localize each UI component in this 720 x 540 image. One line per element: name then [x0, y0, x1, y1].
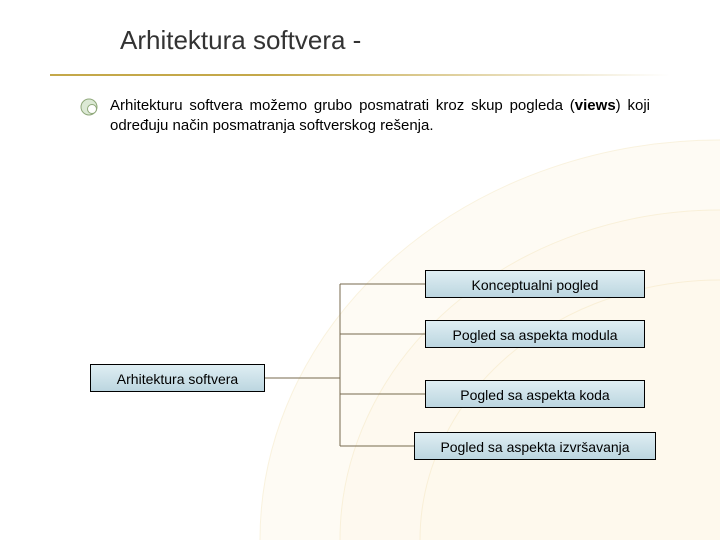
diagram-child-node-1: Pogled sa aspekta modula	[425, 320, 645, 348]
diagram-child-node-2: Pogled sa aspekta koda	[425, 380, 645, 408]
body-pre: Arhitekturu softvera možemo grubo posmat…	[110, 97, 575, 114]
diagram-root-node: Arhitektura softvera	[90, 364, 265, 392]
body-bold: views	[575, 97, 616, 114]
body-text: Arhitekturu softvera možemo grubo posmat…	[110, 96, 650, 137]
title-underline	[50, 74, 670, 76]
bullet-row: Arhitekturu softvera možemo grubo posmat…	[80, 96, 650, 137]
slide-title: Arhitektura softvera -	[120, 25, 670, 56]
diagram-child-node-0: Konceptualni pogled	[425, 270, 645, 298]
slide: Arhitektura softvera - Arhitekturu softv…	[0, 0, 720, 540]
diagram-child-node-3: Pogled sa aspekta izvršavanja	[414, 432, 656, 460]
bullet-icon	[80, 98, 98, 116]
